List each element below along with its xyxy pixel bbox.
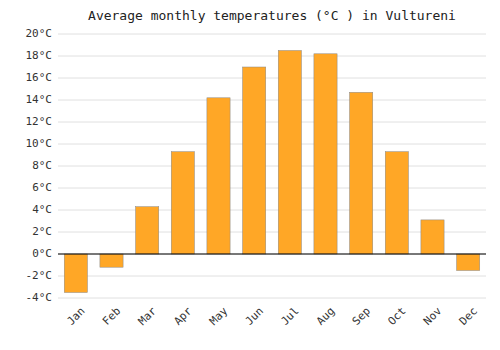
bar: [421, 220, 444, 254]
grid-line: [58, 298, 486, 299]
grid-line: [58, 210, 486, 211]
grid-line: [58, 166, 486, 167]
x-tick-label: Apr: [171, 304, 195, 328]
x-tick-label: Mar: [136, 304, 160, 328]
x-tick-label: Jun: [243, 305, 266, 328]
y-tick-label: 6°C: [32, 181, 52, 194]
bar: [278, 51, 301, 255]
bar: [136, 207, 159, 254]
x-tick-label: Jul: [278, 305, 301, 328]
bar: [457, 254, 480, 271]
x-tick-label: Feb: [100, 305, 123, 328]
y-tick-label: -2°C: [26, 269, 53, 282]
y-tick-label: 14°C: [26, 93, 53, 106]
grid-line: [58, 254, 486, 255]
y-tick-label: 4°C: [32, 203, 52, 216]
y-tick-label: 10°C: [26, 137, 53, 150]
y-tick-label: 0°C: [32, 247, 52, 260]
bar: [243, 67, 266, 254]
grid-line: [58, 188, 486, 189]
x-tick-label: Aug: [314, 305, 337, 328]
bar: [385, 152, 408, 254]
grid-line: [58, 34, 486, 35]
grid: [58, 34, 486, 298]
bar: [350, 92, 373, 254]
title: Average monthly temperatures (°C ) in Vu…: [88, 8, 456, 23]
x-tick-label: Dec: [457, 305, 480, 328]
bar: [100, 254, 123, 267]
bar: [171, 152, 194, 254]
x-tick-label: May: [207, 304, 231, 328]
grid-line: [58, 122, 486, 123]
grid-line: [58, 56, 486, 57]
bar: [314, 54, 337, 254]
x-tick-label: Sep: [350, 305, 373, 328]
bar: [207, 98, 230, 254]
bars: [64, 51, 480, 293]
y-tick-label: 8°C: [32, 159, 52, 172]
y-tick-label: 12°C: [26, 115, 53, 128]
grid-line: [58, 144, 486, 145]
zero-line: [58, 253, 486, 254]
y-tick-label: -4°C: [26, 291, 53, 304]
bar: [64, 254, 87, 293]
y-tick-label: 2°C: [32, 225, 52, 238]
x-tick-label: Jan: [64, 305, 87, 328]
x-tick-label: Nov: [421, 304, 445, 328]
grid-line: [58, 276, 486, 277]
grid-line: [58, 100, 486, 101]
chart: -4°C -2°C 0°C 2°C 4°C 6°C 8°C 10°C 12°C 14°C 16°C 1…: [0, 0, 500, 350]
grid-line: [58, 78, 486, 79]
x-tick-label: Oct: [385, 305, 408, 328]
y-tick-label: 16°C: [26, 71, 53, 84]
y-tick-label: 20°C: [26, 27, 53, 40]
y-tick-label: 18°C: [26, 49, 53, 62]
